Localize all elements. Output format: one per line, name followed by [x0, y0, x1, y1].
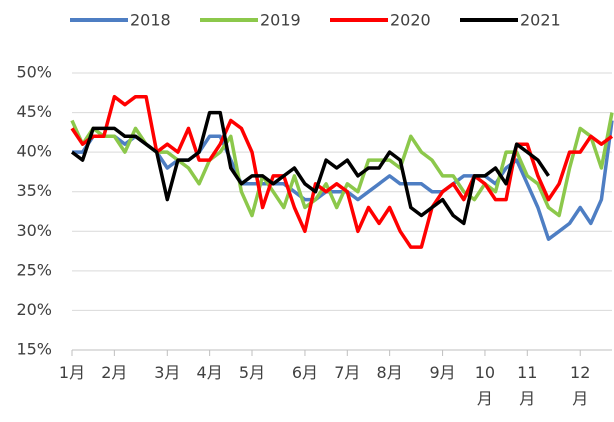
- x-tick-label: 2月: [101, 363, 128, 382]
- series-line: [70, 110, 550, 226]
- x-tick-label: 6月: [291, 363, 319, 382]
- legend-label: 2021: [520, 11, 561, 30]
- legend-label: 2020: [390, 11, 431, 30]
- y-tick-label: 50%: [16, 63, 52, 82]
- y-tick-label: 25%: [16, 260, 52, 279]
- series-line: [70, 94, 614, 249]
- legend-label: 2018: [130, 11, 171, 30]
- x-tick-label: 8月: [376, 363, 403, 382]
- x-tick-label: 9月: [429, 363, 456, 382]
- y-tick-label: 40%: [16, 142, 52, 161]
- x-tick-label: 3月: [154, 363, 181, 382]
- x-tick-label: 5月: [238, 363, 266, 382]
- legend-label: 2019: [260, 11, 301, 30]
- y-tick-label: 30%: [16, 221, 52, 240]
- y-tick-label: 15%: [16, 340, 52, 359]
- y-tick-label: 35%: [16, 181, 52, 200]
- x-tick-label: 10月: [474, 363, 496, 408]
- y-tick-label: 45%: [16, 102, 52, 121]
- x-tick-label: 12月: [570, 363, 591, 408]
- x-tick-label: 11月: [517, 363, 538, 408]
- x-tick-label: 4月: [196, 363, 223, 382]
- x-tick-label: 1月: [58, 363, 86, 382]
- y-tick-label: 20%: [16, 300, 52, 319]
- series-line: [70, 112, 614, 218]
- x-tick-label: 7月: [334, 363, 361, 382]
